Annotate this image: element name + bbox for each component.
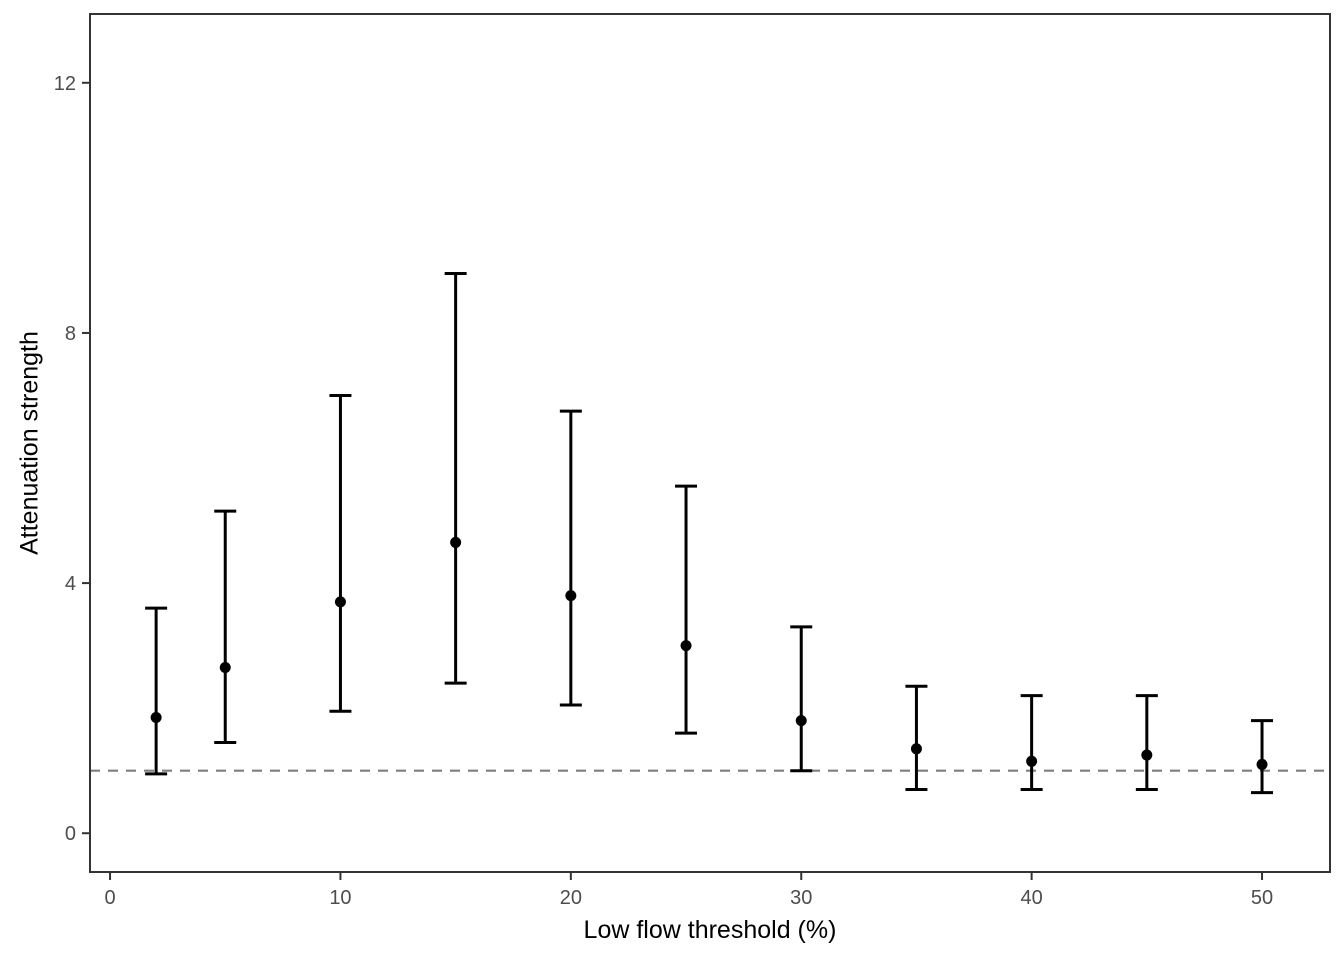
errorbar-x-40 xyxy=(1020,694,1043,791)
errorbar-x-20 xyxy=(559,409,582,707)
point-x-50 xyxy=(1256,758,1268,770)
y-tick-label-4: 4 xyxy=(65,573,76,595)
x-tick-label-0: 0 xyxy=(104,887,115,909)
x-tick-label-10: 10 xyxy=(329,887,351,909)
point-x-20 xyxy=(565,590,577,602)
x-tick-label-20: 20 xyxy=(560,887,582,909)
panel-border xyxy=(89,13,1331,873)
x-tick-label-50: 50 xyxy=(1251,887,1273,909)
point-x-35 xyxy=(910,743,922,755)
errorbar-x-50 xyxy=(1251,719,1274,795)
errorbar-x-10 xyxy=(329,393,352,713)
y-tick-label-0: 0 xyxy=(65,823,76,845)
point-x-10 xyxy=(334,596,346,608)
errorbar-x-25 xyxy=(675,484,698,735)
point-x-45 xyxy=(1141,749,1153,761)
errorbar-x-30 xyxy=(790,625,813,773)
point-x-2 xyxy=(150,712,162,724)
y-tick-label-8: 8 xyxy=(65,323,76,345)
errorbar-x-35 xyxy=(905,684,928,791)
point-x-30 xyxy=(795,715,807,727)
errorbar-x-2 xyxy=(145,606,168,776)
errorbar-x-15 xyxy=(444,272,467,685)
x-tick-label-40: 40 xyxy=(1021,887,1043,909)
errorbar-x-5 xyxy=(214,509,237,745)
point-x-5 xyxy=(219,662,231,674)
y-tick-label-12: 12 xyxy=(54,73,76,95)
errorbar-x-45 xyxy=(1135,694,1158,791)
y-axis-title: Attenuation strength xyxy=(15,331,44,555)
x-axis-title: Low flow threshold (%) xyxy=(583,916,837,944)
x-tick-label-30: 30 xyxy=(790,887,812,909)
point-x-25 xyxy=(680,640,692,652)
point-x-15 xyxy=(450,536,462,548)
point-x-40 xyxy=(1026,755,1038,767)
